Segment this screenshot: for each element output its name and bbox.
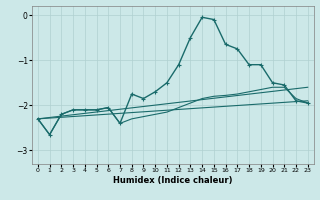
X-axis label: Humidex (Indice chaleur): Humidex (Indice chaleur) — [113, 176, 233, 185]
